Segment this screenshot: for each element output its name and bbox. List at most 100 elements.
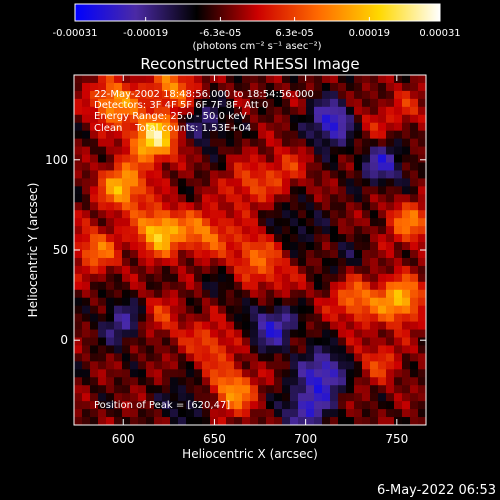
heatmap-cell [106, 130, 115, 140]
heatmap-cell [274, 202, 283, 211]
heatmap-cell [178, 75, 187, 84]
heatmap-cell [346, 178, 355, 187]
heatmap-cell [226, 210, 235, 219]
heatmap-cell [90, 202, 99, 211]
heatmap-cell [282, 321, 291, 331]
heatmap-cell [258, 98, 267, 108]
heatmap-cell [202, 393, 211, 402]
heatmap-cell [418, 265, 426, 275]
heatmap-cell [226, 417, 235, 425]
heatmap-cell [338, 162, 347, 172]
heatmap-cell [138, 242, 147, 251]
heatmap-cell [138, 345, 147, 355]
heatmap-cell [170, 98, 179, 108]
heatmap-cell [346, 409, 355, 418]
heatmap-cell [418, 289, 426, 299]
heatmap-cell [170, 409, 179, 418]
heatmap-cell [290, 289, 299, 299]
heatmap-cell [138, 257, 147, 267]
heatmap-cell [202, 234, 211, 243]
heatmap-cell [338, 385, 347, 394]
heatmap-cell [298, 313, 307, 323]
heatmap-cell [370, 377, 379, 386]
heatmap-cell [314, 289, 323, 299]
heatmap-cell [258, 75, 267, 84]
heatmap-cell [242, 178, 251, 187]
heatmap-cell [130, 122, 139, 132]
heatmap-cell [258, 226, 267, 235]
heatmap-cell [226, 226, 235, 235]
heatmap-cell [322, 265, 331, 275]
heatmap-cell [346, 321, 355, 331]
heatmap-cell [130, 170, 139, 180]
heatmap-cell [194, 321, 203, 331]
heatmap-cell [314, 385, 323, 394]
heatmap-cell [74, 265, 83, 275]
heatmap-cell [330, 75, 339, 84]
heatmap-cell [266, 186, 275, 195]
heatmap-cell [130, 409, 139, 418]
heatmap-cell [386, 114, 395, 124]
heatmap-cell [282, 178, 291, 187]
heatmap-cell [314, 242, 323, 251]
heatmap-cell [98, 242, 107, 251]
heatmap-cell [130, 186, 139, 195]
heatmap-cell [378, 250, 387, 259]
heatmap-cell [314, 226, 323, 235]
heatmap-cell [178, 297, 187, 307]
heatmap-cell [178, 138, 187, 148]
heatmap-cell [370, 90, 379, 100]
heatmap-cell [210, 146, 219, 156]
heatmap-cell [410, 305, 419, 315]
colorbar-tick-label: 6.3e-05 [275, 28, 313, 39]
heatmap-cell [338, 417, 347, 425]
heatmap-cell [186, 210, 195, 219]
heatmap-cell [154, 257, 163, 267]
heatmap-cell [322, 337, 331, 347]
heatmap-cell [378, 130, 387, 140]
heatmap-cell [130, 90, 139, 100]
heatmap-cell [186, 385, 195, 394]
heatmap-cell [378, 377, 387, 386]
heatmap-cell [354, 329, 363, 339]
heatmap-cell [370, 265, 379, 275]
heatmap-cell [130, 297, 139, 307]
heatmap-cell [162, 265, 171, 275]
heatmap-cell [250, 130, 259, 140]
heatmap-cell [138, 106, 147, 116]
heatmap-cell [82, 305, 91, 315]
heatmap-cell [346, 265, 355, 275]
heatmap-cell [138, 305, 147, 315]
heatmap-cell [410, 186, 419, 195]
heatmap-cell [394, 138, 403, 148]
heatmap-cell [114, 313, 123, 323]
heatmap-cell [274, 321, 283, 331]
heatmap-cell [322, 75, 331, 84]
heatmap-cell [146, 146, 155, 156]
heatmap-cell [314, 369, 323, 378]
heatmap-cell [90, 138, 99, 148]
heatmap-cell [242, 337, 251, 347]
heatmap-cell [218, 321, 227, 331]
heatmap-cell [194, 409, 203, 418]
heatmap-cell [290, 250, 299, 259]
heatmap-cell [338, 75, 347, 84]
heatmap-cell [90, 409, 99, 418]
heatmap-cell [266, 234, 275, 243]
heatmap-cell [330, 329, 339, 339]
heatmap-cell [266, 226, 275, 235]
heatmap-cell [130, 361, 139, 370]
heatmap-cell [146, 329, 155, 339]
heatmap-cell [378, 170, 387, 180]
heatmap-cell [114, 337, 123, 347]
heatmap-cell [314, 393, 323, 402]
heatmap-cell [170, 321, 179, 331]
heatmap-cell [170, 75, 179, 84]
heatmap-cell [418, 186, 426, 195]
heatmap-cell [178, 82, 187, 92]
heatmap-cell [194, 82, 203, 92]
colorbar-tick-label: 0.00019 [349, 28, 390, 39]
heatmap-cell [146, 130, 155, 140]
heatmap-cell [90, 75, 99, 84]
heatmap-cell [402, 202, 411, 211]
